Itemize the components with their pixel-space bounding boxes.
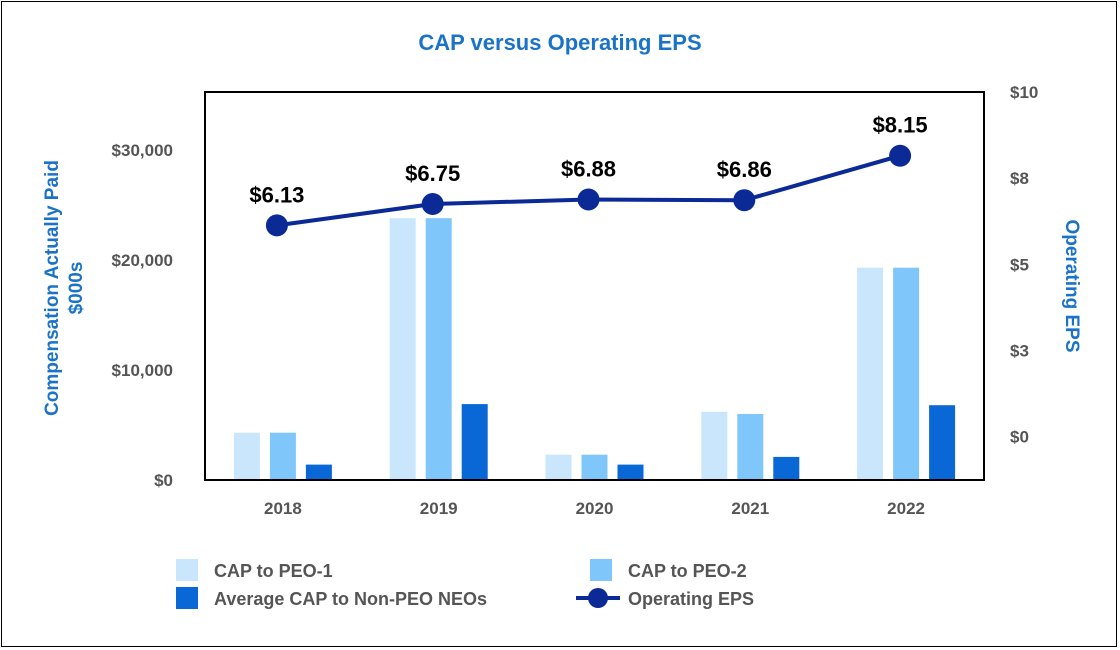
x-tick-label-2019: 2019 <box>420 499 458 518</box>
left-tick-label: $30,000 <box>112 141 173 160</box>
operating-eps-label-2022: $8.15 <box>873 113 928 138</box>
left-tick-label: $10,000 <box>112 361 173 380</box>
legend-label-cap-to-peo-2: CAP to PEO-2 <box>628 561 747 581</box>
x-tick-label-2022: 2022 <box>887 499 925 518</box>
legend-label-cap-to-peo-1: CAP to PEO-1 <box>214 561 333 581</box>
bar-average-cap-to-non-peo-neos-2022 <box>929 405 956 480</box>
bar-average-cap-to-non-peo-neos-2020 <box>617 464 644 480</box>
bar-average-cap-to-non-peo-neos-2019 <box>461 404 488 480</box>
operating-eps-point-2020 <box>577 188 600 211</box>
bar-cap-to-peo-1-2021 <box>701 411 728 480</box>
legend-marker-operating-eps <box>588 588 608 608</box>
right-tick-label: $5 <box>1010 255 1029 274</box>
left-tick-label: $20,000 <box>112 251 173 270</box>
x-tick-label-2020: 2020 <box>576 499 614 518</box>
operating-eps-point-2022 <box>889 144 912 167</box>
chart-title: CAP versus Operating EPS <box>418 30 701 55</box>
bar-cap-to-peo-1-2018 <box>233 432 260 480</box>
bar-cap-to-peo-2-2022 <box>893 267 920 480</box>
operating-eps-point-2021 <box>733 189 756 212</box>
operating-eps-label-2021: $6.86 <box>717 157 772 182</box>
legend-swatch-average-cap-to-non-peo-neos <box>176 587 198 609</box>
left-tick-label: $0 <box>154 471 173 490</box>
plot-area-border <box>204 91 985 481</box>
right-axis-title: Operating EPS <box>1061 219 1082 352</box>
operating-eps-point-2018 <box>265 214 288 237</box>
operating-eps-label-2020: $6.88 <box>561 157 616 182</box>
bar-cap-to-peo-2-2021 <box>737 414 764 480</box>
legend-label-average-cap-to-non-peo-neos: Average CAP to Non-PEO NEOs <box>214 589 487 609</box>
right-tick-label: $8 <box>1010 169 1029 188</box>
legend-swatch-cap-to-peo-1 <box>176 559 198 581</box>
right-tick-label: $3 <box>1010 341 1029 360</box>
bar-cap-to-peo-1-2019 <box>389 218 416 480</box>
left-axis-title-line2: $000s <box>66 262 87 315</box>
bar-average-cap-to-non-peo-neos-2018 <box>305 464 332 480</box>
legend-swatch-cap-to-peo-2 <box>590 559 612 581</box>
bar-cap-to-peo-2-2020 <box>581 454 608 480</box>
right-tick-label: $10 <box>1010 83 1038 102</box>
operating-eps-label-2019: $6.75 <box>405 161 460 186</box>
operating-eps-point-2019 <box>421 192 444 215</box>
left-axis-title-line1: Compensation Actually Paid <box>42 160 63 416</box>
operating-eps-label-2018: $6.13 <box>249 182 304 207</box>
x-tick-label-2021: 2021 <box>731 499 769 518</box>
bar-cap-to-peo-1-2022 <box>857 267 884 480</box>
bar-cap-to-peo-2-2018 <box>269 432 296 480</box>
bar-cap-to-peo-2-2019 <box>425 218 452 480</box>
legend-label-operating-eps: Operating EPS <box>628 589 754 609</box>
bar-cap-to-peo-1-2020 <box>545 454 572 480</box>
x-tick-label-2018: 2018 <box>264 499 302 518</box>
bar-average-cap-to-non-peo-neos-2021 <box>773 456 800 480</box>
right-tick-label: $0 <box>1010 428 1029 447</box>
